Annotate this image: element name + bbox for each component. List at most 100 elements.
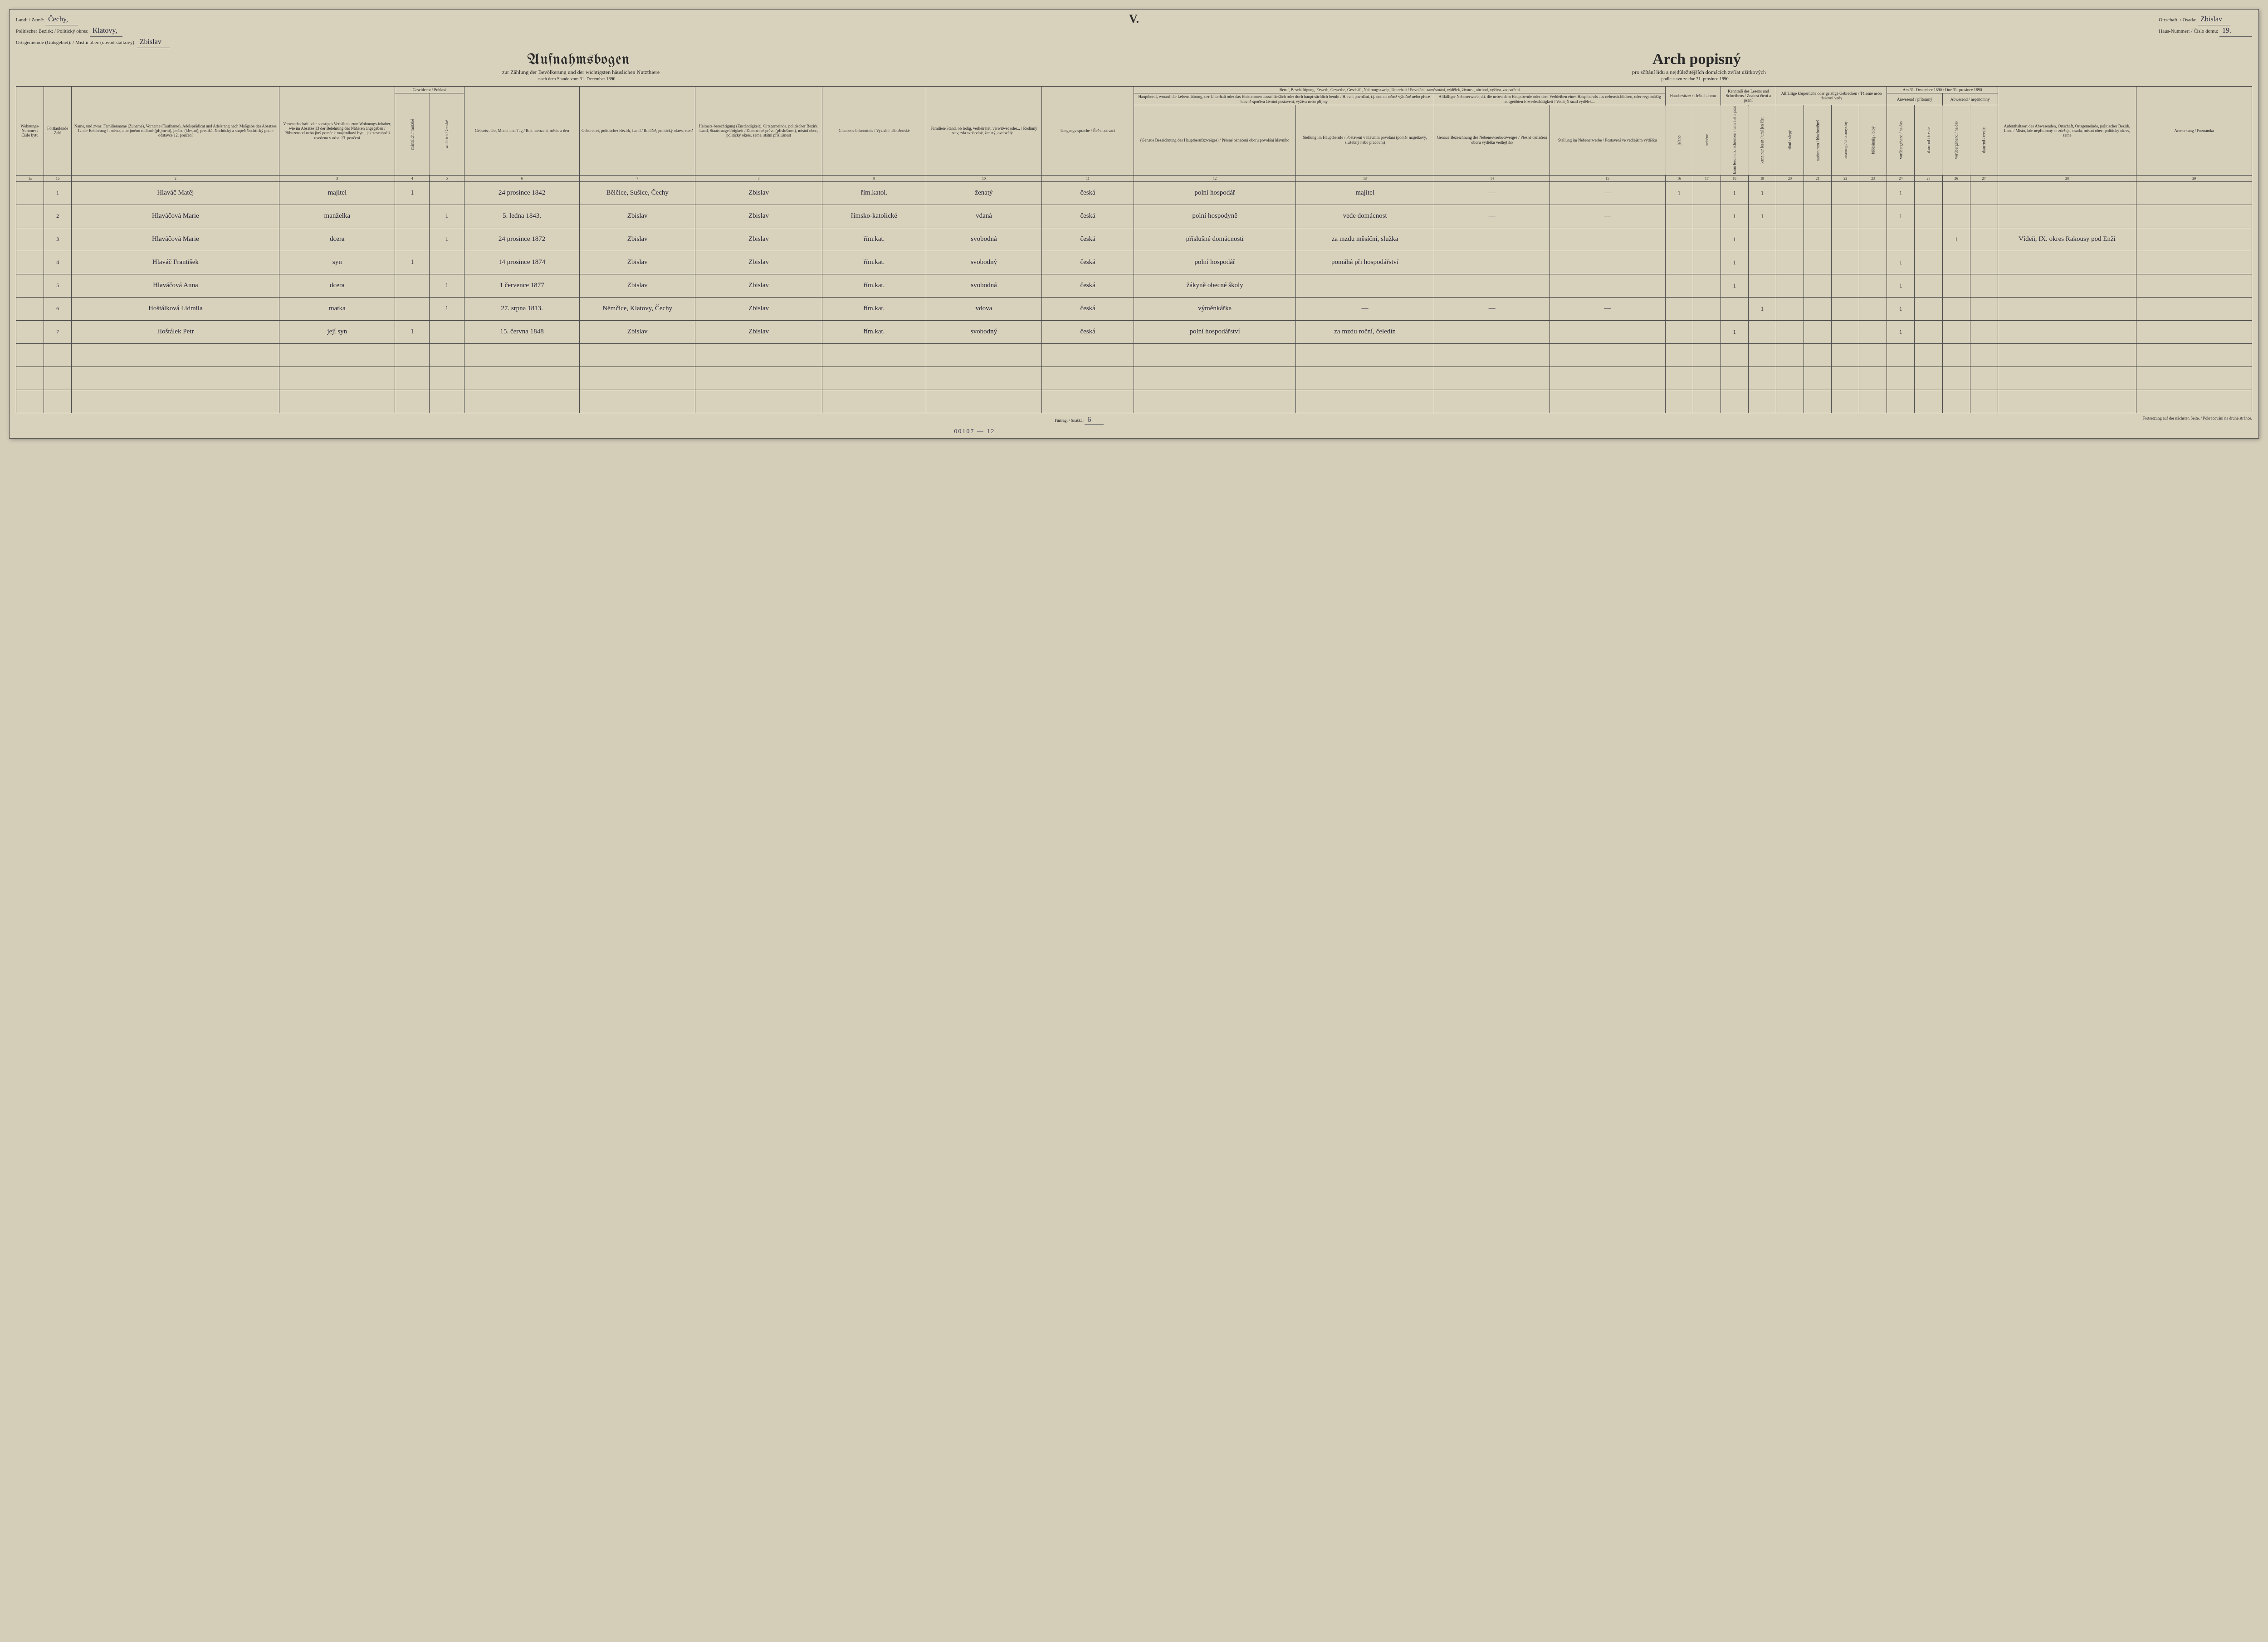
- dates-row: nach dem Stande vom 31. December 1890. p…: [16, 77, 2252, 82]
- cell: —: [1550, 181, 1666, 205]
- cell: Zbislav: [695, 251, 822, 274]
- cell-empty: [2136, 390, 2252, 413]
- cell: [1804, 205, 1832, 228]
- bezirk-label: Politischer Bezirk: / Politický okres:: [16, 29, 88, 34]
- cell: [1550, 320, 1666, 343]
- cell: 1: [395, 320, 430, 343]
- cell-empty: [430, 343, 464, 367]
- cell-empty: [1693, 390, 1721, 413]
- cell: 1: [1887, 205, 1915, 228]
- cell: syn: [279, 251, 395, 274]
- col-13: Stellung im Hauptberufe / Postavení v hl…: [1295, 105, 1434, 175]
- table-row: 1Hlaváč Matějmajitel124 prosince 1842Běl…: [16, 181, 2252, 205]
- cell: [1776, 297, 1804, 320]
- cell: [1804, 274, 1832, 297]
- col-20: blind / slepý: [1776, 105, 1804, 175]
- ortschaft-label: Ortschaft: / Osada:: [2159, 17, 2196, 23]
- cell: [2136, 181, 2252, 205]
- cell: [1915, 297, 1942, 320]
- cell-empty: [279, 343, 395, 367]
- cell: [395, 297, 430, 320]
- ortsgemeinde-value: Zbislav: [137, 37, 170, 48]
- land-label: Land: / Země:: [16, 17, 44, 23]
- cell: řím.kat.: [822, 274, 926, 297]
- column-number: 18: [1721, 175, 1748, 181]
- col-12-13-top: Hauptberuf, worauf die Lebensführung, de…: [1134, 93, 1434, 105]
- cell: [1748, 228, 1776, 251]
- cell-empty: [44, 343, 72, 367]
- cell: [1804, 320, 1832, 343]
- cell: [430, 181, 464, 205]
- column-number: 5: [430, 175, 464, 181]
- cell: [395, 228, 430, 251]
- cell: [1665, 274, 1693, 297]
- cell-empty: [1665, 367, 1693, 390]
- cell-empty: [580, 343, 695, 367]
- cell: svobodná: [926, 274, 1042, 297]
- cell: —: [1295, 297, 1434, 320]
- cell: ženatý: [926, 181, 1042, 205]
- cell-empty: [1434, 367, 1550, 390]
- cell: [2136, 251, 2252, 274]
- cell-empty: [2136, 367, 2252, 390]
- cell: svobodný: [926, 251, 1042, 274]
- cell: 1: [1665, 181, 1693, 205]
- col-3: Verwandtschaft oder sonstiges Verhältnis…: [279, 87, 395, 176]
- cell-empty: [1998, 367, 2136, 390]
- cell-empty: [1041, 343, 1134, 367]
- cell-empty: [926, 343, 1042, 367]
- col-11: Umgangs-sprache / Řeč obcovací: [1041, 87, 1134, 176]
- col-14-15-top: Allfälliger Nebenerwerb, d.i. die neben …: [1434, 93, 1665, 105]
- cell-empty: [1776, 367, 1804, 390]
- cell-empty: [1970, 390, 1998, 413]
- cell: česká: [1041, 205, 1134, 228]
- cell: [1998, 320, 2136, 343]
- cell: 4: [44, 251, 72, 274]
- cell-empty: [1295, 343, 1434, 367]
- column-number: 14: [1434, 175, 1550, 181]
- cell: Zbislav: [580, 205, 695, 228]
- cell: [1859, 251, 1887, 274]
- cell-empty: [1804, 367, 1832, 390]
- cell: [1970, 297, 1998, 320]
- cell: [430, 251, 464, 274]
- cell: [2136, 274, 2252, 297]
- cell: vdova: [926, 297, 1042, 320]
- cell-empty: [1915, 367, 1942, 390]
- cell: svobodná: [926, 228, 1042, 251]
- cell-empty: [464, 367, 580, 390]
- cell: Hlaváčová Anna: [72, 274, 279, 297]
- cell: 6: [44, 297, 72, 320]
- column-number: 2: [72, 175, 279, 181]
- cell: Zbislav: [695, 320, 822, 343]
- cell: [1748, 274, 1776, 297]
- title-row: Aufnahmsbogen Arch popisný: [16, 51, 2252, 68]
- cell: 1: [1887, 181, 1915, 205]
- cell: 1: [1887, 274, 1915, 297]
- cell: [1859, 297, 1887, 320]
- cell-empty: [44, 367, 72, 390]
- cell-empty: [1942, 390, 1970, 413]
- cell-empty: [1942, 367, 1970, 390]
- cell: [1998, 205, 2136, 228]
- cell: 1: [1721, 181, 1748, 205]
- cell: polní hospodářství: [1134, 320, 1295, 343]
- cell: 1: [1721, 274, 1748, 297]
- cell: [1970, 205, 1998, 228]
- col-26-27-top: Abwesend / nepřítomný: [1942, 93, 1998, 105]
- hausnr-label: Haus-Nummer: / Číslo domu:: [2159, 29, 2218, 34]
- cell: [1970, 228, 1998, 251]
- cell: Zbislav: [580, 320, 695, 343]
- cell: [1859, 181, 1887, 205]
- cell: [1942, 181, 1970, 205]
- cell: [1693, 181, 1721, 205]
- column-number: 10: [926, 175, 1042, 181]
- cell: [1942, 297, 1970, 320]
- cell: příslušné domácnosti: [1134, 228, 1295, 251]
- cell: [1832, 205, 1859, 228]
- cell: 1: [395, 181, 430, 205]
- cell: polní hospodyně: [1134, 205, 1295, 228]
- cell-empty: [822, 343, 926, 367]
- subtitle-row: zur Zählung der Bevölkerung und der wich…: [16, 69, 2252, 76]
- cell: —: [1550, 205, 1666, 228]
